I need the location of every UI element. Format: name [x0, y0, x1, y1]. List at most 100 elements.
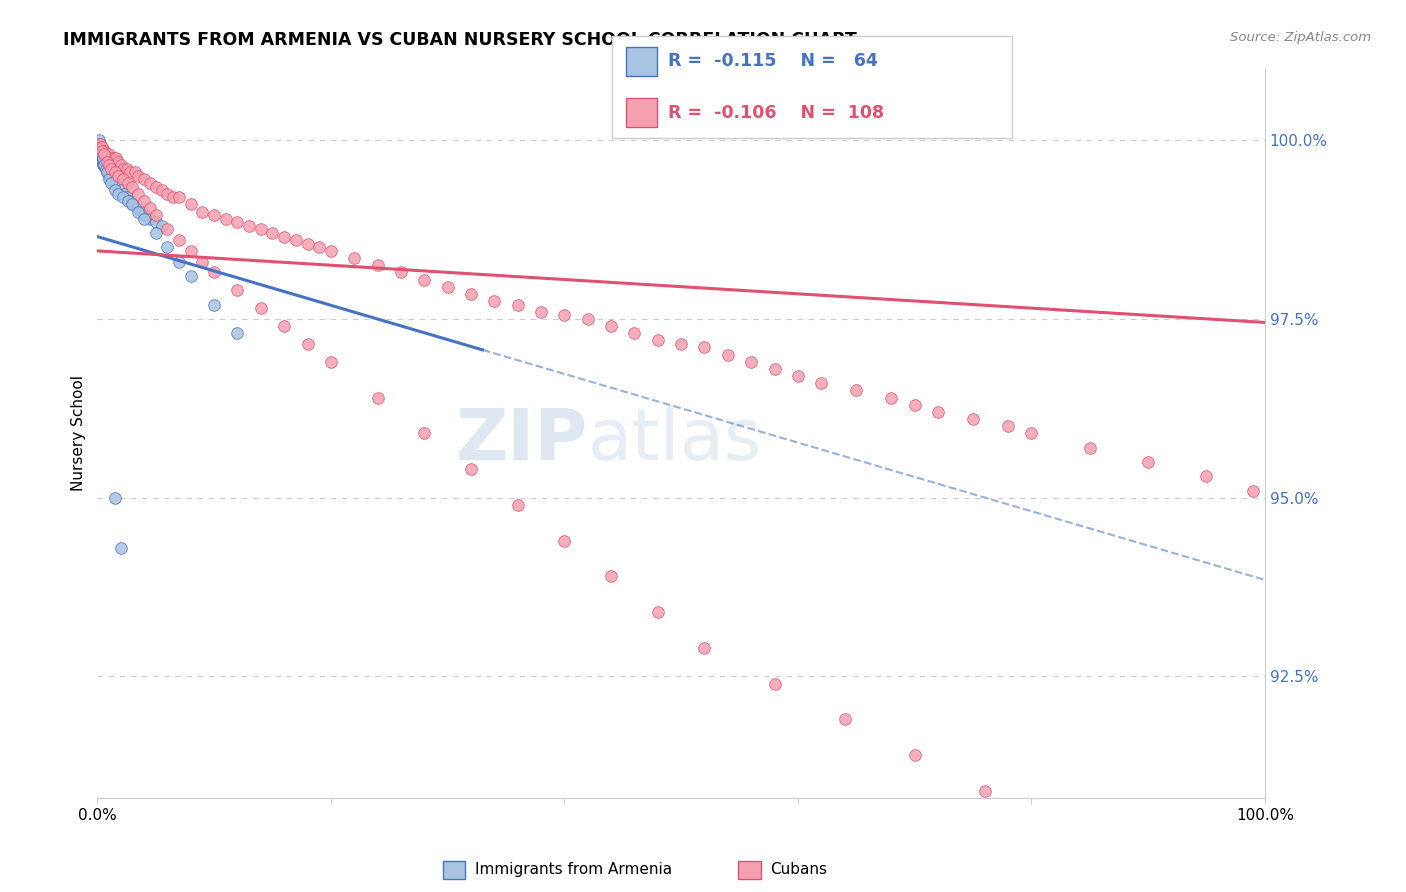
Point [112, 186, 135, 201]
Point [226, 215, 249, 229]
Point [103, 151, 125, 165]
Point [100, 161, 122, 176]
Point [693, 341, 716, 355]
Point [112, 161, 135, 176]
Point [89, 136, 111, 151]
Point [96, 165, 118, 179]
Point [553, 533, 575, 548]
Point [460, 462, 482, 476]
Point [112, 190, 135, 204]
Point [139, 201, 162, 215]
Point [506, 498, 529, 512]
Point [202, 208, 225, 222]
Point [180, 197, 202, 211]
Point [115, 161, 138, 176]
Point [1241, 483, 1264, 498]
Point [89, 136, 111, 151]
Point [118, 165, 141, 179]
Point [91, 144, 114, 158]
Point [343, 251, 366, 265]
Point [215, 211, 238, 226]
Text: Cubans: Cubans [770, 863, 828, 877]
Point [91, 154, 114, 169]
Point [484, 293, 506, 308]
Point [319, 355, 342, 369]
Point [145, 208, 167, 222]
Point [717, 348, 740, 362]
Point [436, 279, 458, 293]
Point [1078, 441, 1101, 455]
Point [110, 183, 132, 197]
Point [98, 158, 121, 172]
Point [740, 355, 762, 369]
Point [413, 426, 436, 441]
Point [94, 158, 117, 172]
Point [191, 204, 214, 219]
Point [460, 286, 482, 301]
Point [121, 179, 143, 194]
Point [249, 301, 271, 315]
Point [93, 158, 115, 172]
Point [96, 161, 118, 176]
Point [94, 161, 117, 176]
Point [132, 208, 155, 222]
Point [110, 158, 132, 172]
Point [226, 326, 249, 340]
Point [107, 186, 129, 201]
Text: atlas: atlas [588, 406, 762, 475]
Point [167, 233, 190, 247]
Point [763, 676, 786, 690]
Point [202, 297, 225, 311]
Point [101, 176, 124, 190]
Point [90, 147, 112, 161]
Point [167, 254, 190, 268]
Text: IMMIGRANTS FROM ARMENIA VS CUBAN NURSERY SCHOOL CORRELATION CHART: IMMIGRANTS FROM ARMENIA VS CUBAN NURSERY… [63, 31, 858, 49]
Point [127, 186, 149, 201]
Point [90, 144, 112, 158]
Point [191, 254, 214, 268]
Point [94, 161, 117, 176]
Point [145, 215, 167, 229]
Point [110, 541, 132, 555]
Point [93, 144, 115, 158]
Point [238, 219, 260, 233]
Point [973, 784, 995, 798]
Point [107, 169, 129, 183]
Point [284, 233, 307, 247]
Point [904, 398, 927, 412]
Point [904, 748, 927, 763]
Point [150, 219, 173, 233]
Point [105, 179, 128, 194]
Point [139, 176, 162, 190]
Point [273, 318, 295, 333]
Point [127, 169, 149, 183]
Point [98, 169, 121, 183]
Point [91, 147, 114, 161]
Text: R =  -0.106    N =  108: R = -0.106 N = 108 [668, 103, 884, 121]
Point [100, 172, 122, 186]
Point [786, 369, 808, 384]
Point [997, 419, 1019, 434]
Point [576, 311, 599, 326]
Point [93, 147, 115, 161]
Point [91, 151, 114, 165]
Point [530, 304, 553, 318]
Point [87, 133, 110, 147]
Point [90, 140, 112, 154]
Point [367, 391, 389, 405]
Point [121, 197, 143, 211]
Point [647, 334, 669, 348]
Point [100, 151, 122, 165]
Point [117, 176, 139, 190]
Point [132, 211, 155, 226]
Point [104, 165, 127, 179]
Point [297, 337, 319, 351]
Point [104, 491, 127, 505]
Point [1137, 455, 1160, 469]
Point [669, 337, 692, 351]
Point [202, 265, 225, 279]
Text: R =  -0.115    N =   64: R = -0.115 N = 64 [668, 53, 877, 70]
Point [880, 391, 903, 405]
Point [226, 283, 249, 297]
Point [91, 144, 114, 158]
